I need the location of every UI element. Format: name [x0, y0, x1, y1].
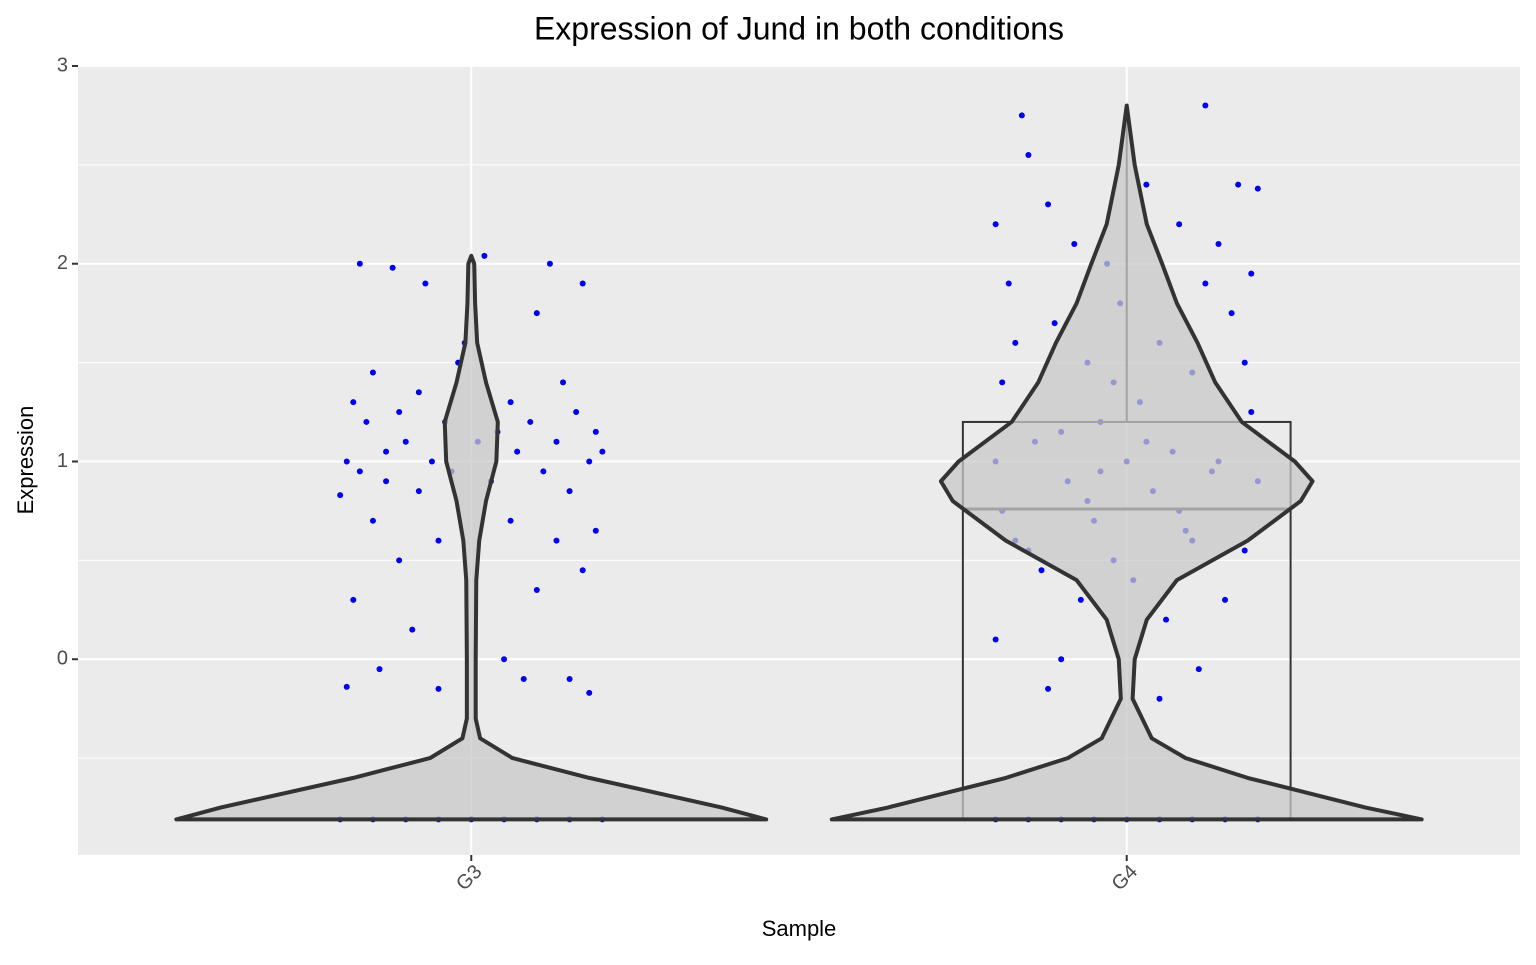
point	[415, 488, 422, 495]
point	[586, 458, 593, 465]
point	[1202, 102, 1209, 109]
point	[579, 280, 586, 287]
point	[1248, 270, 1255, 277]
point	[553, 438, 560, 445]
point	[566, 488, 573, 495]
point	[363, 418, 370, 425]
x-axis-label: Sample	[762, 916, 837, 941]
point	[579, 567, 586, 574]
point	[1235, 181, 1242, 188]
point	[1018, 112, 1025, 119]
x-tick-label: G3	[452, 861, 486, 895]
point	[383, 448, 390, 455]
y-axis-label: Expression	[13, 406, 38, 515]
point	[1248, 409, 1255, 416]
point	[514, 448, 521, 455]
point	[435, 537, 442, 544]
point	[1176, 221, 1183, 228]
point	[553, 537, 560, 544]
point	[1195, 666, 1202, 673]
point	[350, 596, 357, 603]
violin	[174, 253, 769, 822]
point	[599, 448, 606, 455]
y-tick-label: 3	[57, 54, 68, 76]
point	[1038, 567, 1045, 574]
point	[1228, 310, 1235, 317]
point	[501, 656, 508, 663]
point	[402, 438, 409, 445]
point	[481, 252, 488, 259]
point	[415, 389, 422, 396]
chart-title: Expression of Jund in both conditions	[534, 10, 1064, 46]
point	[992, 221, 999, 228]
point	[369, 369, 376, 376]
point	[992, 636, 999, 643]
point	[409, 626, 416, 633]
point	[343, 683, 350, 690]
point	[1241, 547, 1248, 554]
point	[356, 260, 363, 267]
point	[376, 666, 383, 673]
point	[566, 676, 573, 683]
point	[546, 260, 553, 267]
y-tick-label: 2	[57, 252, 68, 274]
point	[1025, 151, 1032, 158]
point	[1215, 240, 1222, 247]
point	[350, 399, 357, 406]
point	[560, 379, 567, 386]
point	[383, 478, 390, 485]
point	[1241, 359, 1248, 366]
point	[999, 379, 1006, 386]
point	[520, 676, 527, 683]
point	[435, 685, 442, 692]
point	[1163, 616, 1170, 623]
point	[1071, 240, 1078, 247]
point	[1254, 185, 1261, 192]
point	[1051, 320, 1058, 327]
point	[592, 428, 599, 435]
point	[527, 418, 534, 425]
point	[1045, 685, 1052, 692]
point	[422, 280, 429, 287]
point	[573, 409, 580, 416]
point	[1222, 596, 1229, 603]
point	[1143, 181, 1150, 188]
x-tick-label: G4	[1108, 861, 1142, 895]
y-tick-label: 1	[57, 450, 68, 472]
point	[540, 468, 547, 475]
violin	[829, 103, 1424, 822]
point	[337, 492, 344, 499]
point	[1045, 201, 1052, 208]
point	[586, 689, 593, 696]
point	[396, 409, 403, 416]
point	[356, 468, 363, 475]
point	[533, 310, 540, 317]
point	[343, 458, 350, 465]
point	[1005, 280, 1012, 287]
point	[1156, 695, 1163, 702]
point	[1202, 280, 1209, 287]
y-tick-label: 0	[57, 648, 68, 670]
point	[1077, 596, 1084, 603]
point	[507, 399, 514, 406]
point	[507, 517, 514, 524]
point	[533, 587, 540, 594]
point	[428, 458, 435, 465]
point	[592, 527, 599, 534]
point	[389, 264, 396, 271]
point	[396, 557, 403, 564]
point	[1058, 656, 1065, 663]
point	[1012, 339, 1019, 346]
point	[369, 517, 376, 524]
